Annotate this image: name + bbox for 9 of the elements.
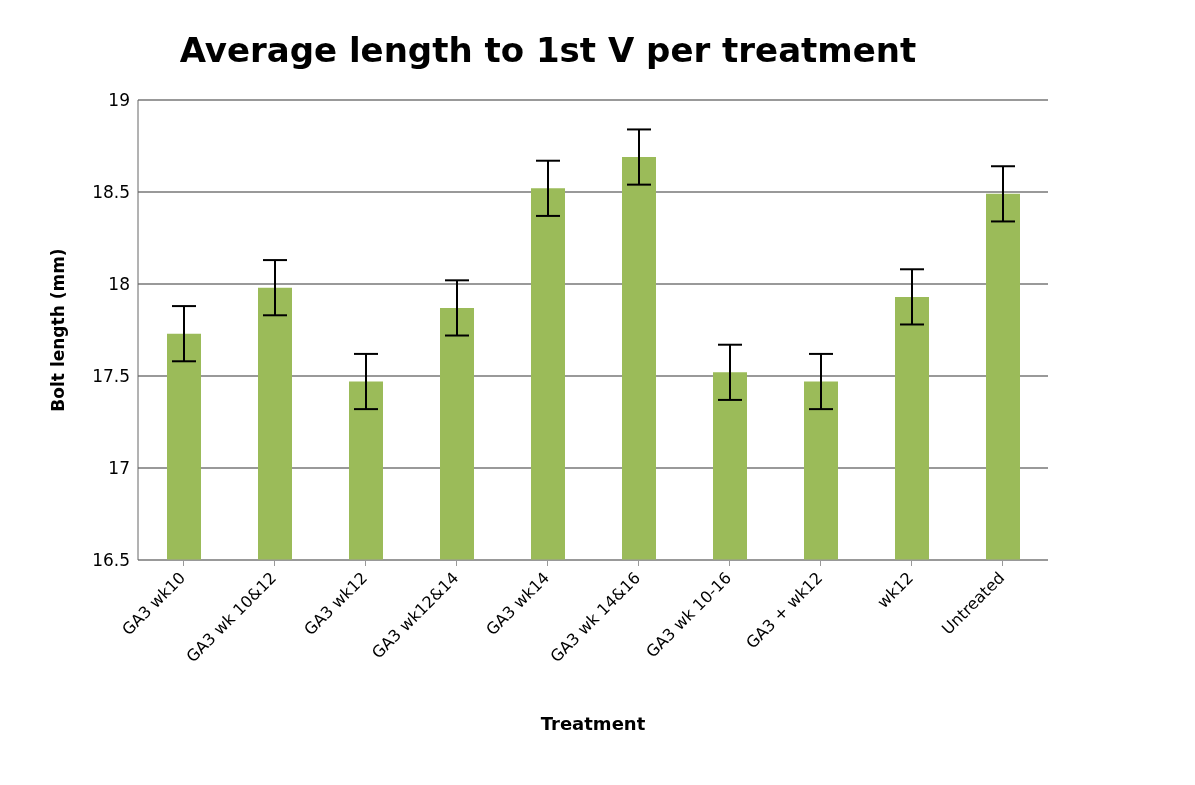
x-axis-title: Treatment: [540, 713, 646, 734]
y-tick-label: 17: [108, 458, 130, 479]
y-tick-label: 18.5: [92, 182, 130, 203]
y-tick-label: 18: [108, 274, 130, 295]
y-axis-title: Bolt length (mm): [48, 248, 69, 412]
y-tick-label: 19: [108, 90, 130, 111]
chart-title: Average length to 1st V per treatment: [178, 30, 918, 72]
y-tick-label: 16.5: [92, 550, 130, 571]
y-tick-label: 17.5: [92, 366, 130, 387]
